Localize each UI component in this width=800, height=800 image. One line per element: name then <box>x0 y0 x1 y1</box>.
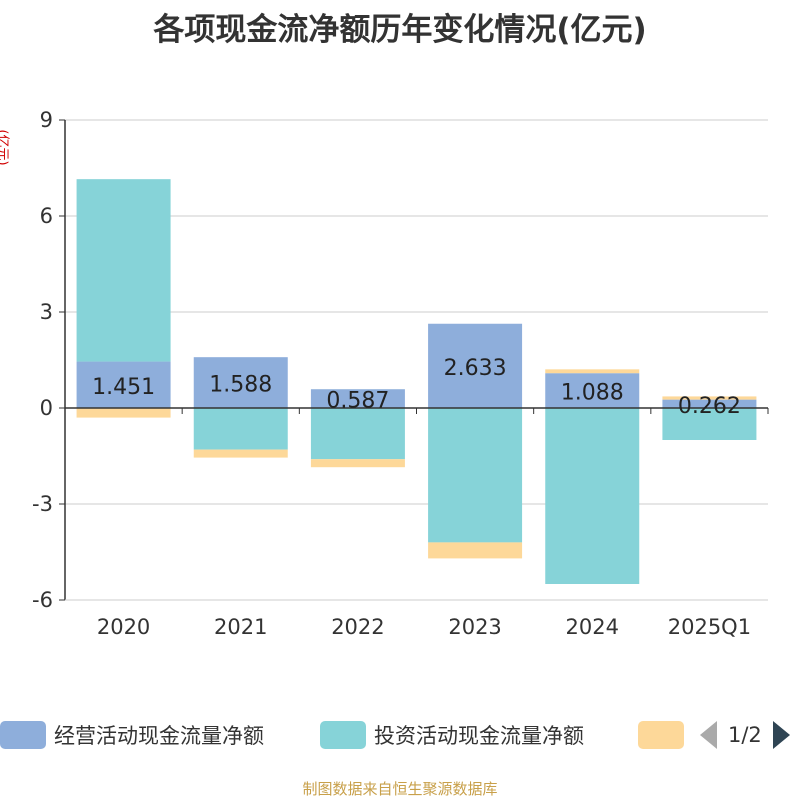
legend-next-page-icon[interactable] <box>772 721 790 749</box>
y-tick-label: 3 <box>40 300 53 324</box>
data-source-note: 制图数据来自恒生聚源数据库 <box>302 780 498 798</box>
bar-series-1 <box>662 399 757 408</box>
chart-plot: 9 6 3 0 -3 -6 2020 2021 2022 2023 2024 2025Q1 1.451 1… <box>32 108 769 639</box>
data-label: 2.633 <box>444 356 507 381</box>
bar-series-1 <box>310 389 405 408</box>
chart-title: 各项现金流净额历年变化情况(亿元) <box>153 12 647 48</box>
bar-series-2 <box>545 408 640 584</box>
legend-item-investing[interactable]: 投资活动现金流量净额 <box>320 718 584 752</box>
bar-series-1 <box>428 323 523 408</box>
legend-page-indicator: 1/2 <box>728 723 762 747</box>
x-tick-label: 2022 <box>331 615 384 639</box>
data-label: 1.088 <box>561 381 624 406</box>
bar-series-1 <box>193 357 288 408</box>
legend-prev-page-icon[interactable] <box>700 721 717 749</box>
data-label: 1.451 <box>92 375 155 400</box>
legend-pager: 1/2 <box>700 718 790 752</box>
bar-series-2 <box>662 408 757 440</box>
y-tick-label: 0 <box>40 396 53 420</box>
data-label: 0.262 <box>678 394 741 419</box>
bar-series-1 <box>545 373 640 408</box>
legend-item-financing[interactable] <box>638 718 692 752</box>
legend-swatch-operating <box>0 721 46 749</box>
bar-series-2 <box>76 179 171 362</box>
bar-series-2 <box>310 408 405 460</box>
bar-series-3 <box>428 542 523 559</box>
bar-series-3 <box>545 369 640 374</box>
bar-series-2 <box>193 408 288 450</box>
legend-swatch-financing <box>638 721 684 749</box>
bar-series-2 <box>428 408 523 543</box>
legend-item-operating[interactable]: 经营活动现金流量净额 <box>0 718 264 752</box>
y-tick-label: -6 <box>32 588 53 612</box>
bar-series-1 <box>76 361 171 408</box>
y-tick-label: 6 <box>40 204 53 228</box>
bar-series-3 <box>662 396 757 400</box>
legend-label-investing: 投资活动现金流量净额 <box>374 724 584 748</box>
legend-swatch-investing <box>320 721 366 749</box>
data-label: 0.587 <box>326 389 389 414</box>
bar-series-3 <box>193 449 288 458</box>
bar-series-3 <box>310 459 405 468</box>
y-tick-label: 9 <box>40 108 53 132</box>
legend: 经营活动现金流量净额 投资活动现金流量净额 <box>0 718 800 752</box>
x-tick-label: 2020 <box>97 615 150 639</box>
data-label: 1.588 <box>209 373 272 398</box>
bar-series-3 <box>76 408 171 418</box>
x-tick-label: 2023 <box>448 615 501 639</box>
y-tick-label: -3 <box>32 492 53 516</box>
x-tick-label: 2024 <box>566 615 619 639</box>
legend-label-operating: 经营活动现金流量净额 <box>54 724 264 748</box>
x-tick-label: 2025Q1 <box>668 615 751 639</box>
x-tick-label: 2021 <box>214 615 267 639</box>
